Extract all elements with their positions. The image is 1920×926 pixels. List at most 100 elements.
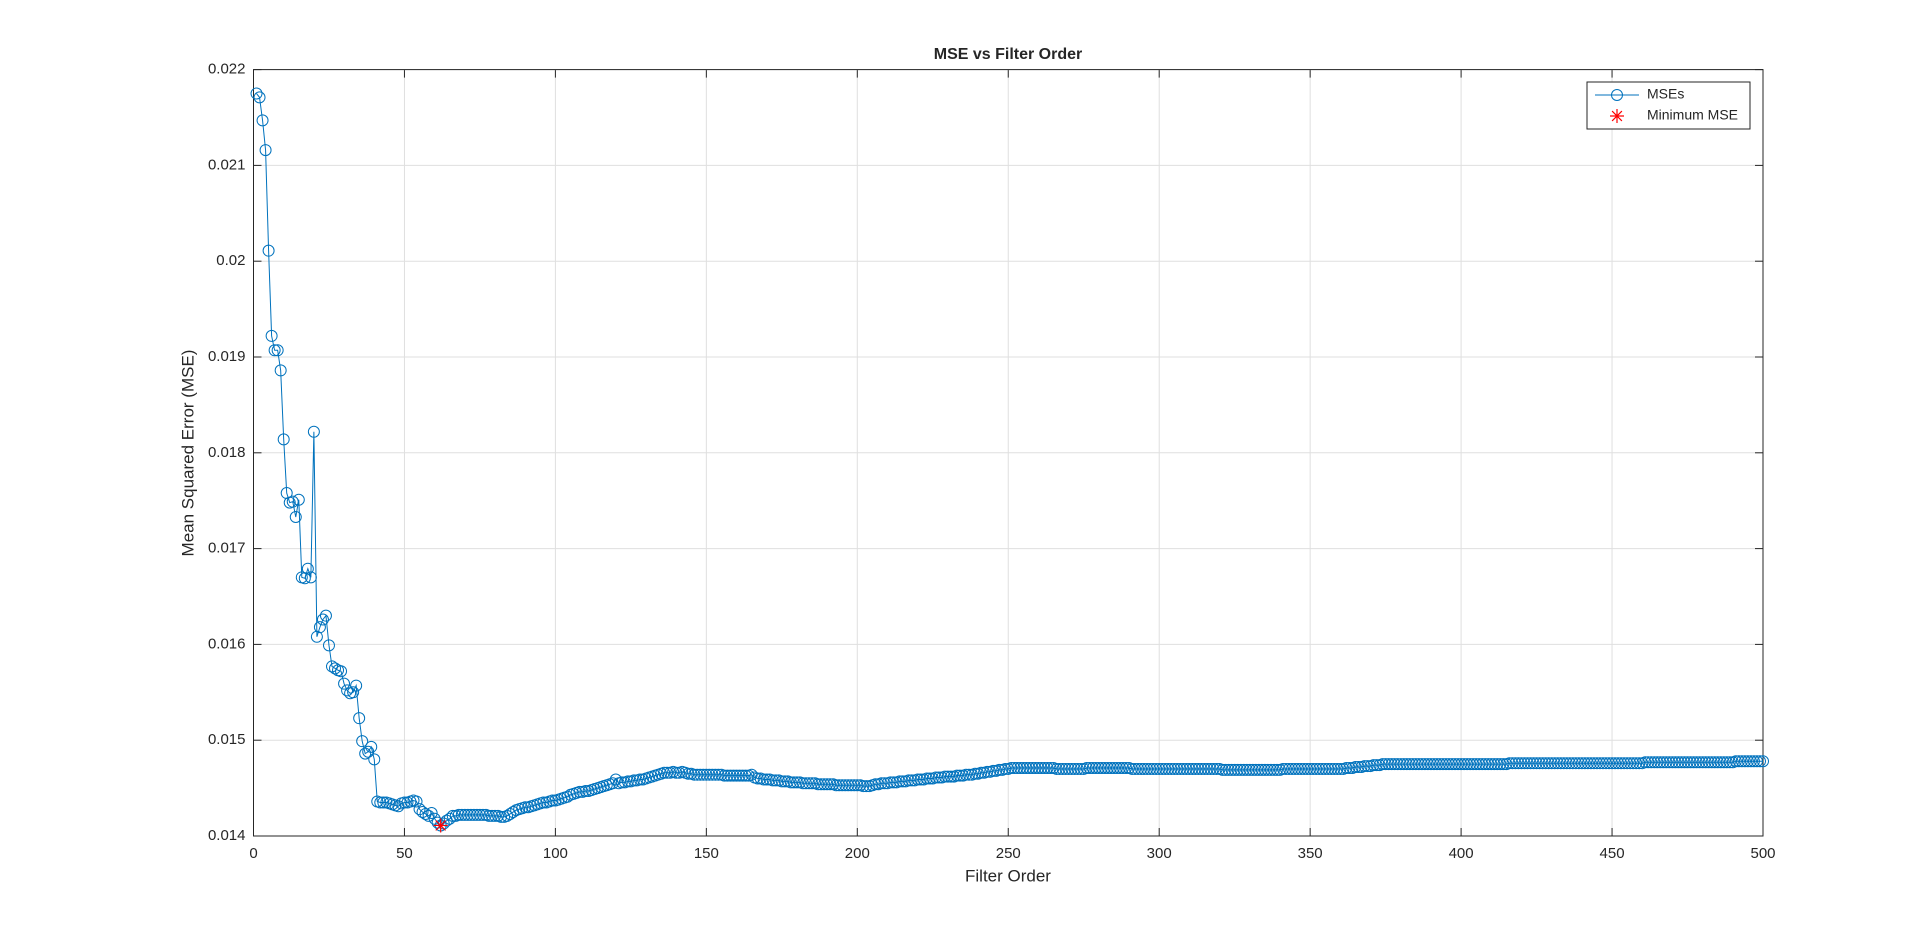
data-point [253, 91, 266, 104]
data-point [633, 773, 646, 786]
data-point [1243, 763, 1256, 776]
data-point [1104, 761, 1117, 774]
data-point [661, 766, 674, 779]
data-point [452, 808, 465, 821]
data-point [1515, 757, 1528, 770]
data-point [1606, 757, 1619, 770]
data-point [1340, 761, 1353, 774]
data-point [1479, 758, 1492, 771]
data-point [1222, 763, 1235, 776]
data-point [467, 808, 480, 821]
data-point [1289, 762, 1302, 775]
data-point [1536, 757, 1549, 770]
x-tick-label: 450 [1600, 845, 1625, 862]
data-point [1138, 762, 1151, 775]
data-point [1669, 756, 1682, 769]
data-point [1319, 762, 1332, 775]
data-point [706, 768, 719, 781]
data-point [256, 114, 269, 127]
data-point [1279, 762, 1292, 775]
data-point [1391, 758, 1404, 771]
data-point [1092, 761, 1105, 774]
data-point [1074, 762, 1087, 775]
data-point [259, 144, 272, 157]
data-point [1744, 755, 1757, 768]
data-point [1298, 762, 1311, 775]
data-point [1231, 763, 1244, 776]
data-point [350, 679, 363, 692]
data-point [1476, 758, 1489, 771]
data-point [670, 766, 683, 779]
data-point [1147, 762, 1160, 775]
data-point [1219, 763, 1232, 776]
data-point [1095, 761, 1108, 774]
data-point [1005, 761, 1018, 774]
data-point [796, 777, 809, 790]
data-point [1593, 757, 1606, 770]
data-point [1322, 762, 1335, 775]
data-point [1566, 757, 1579, 770]
data-point [1687, 756, 1700, 769]
data-point [869, 778, 882, 791]
data-point [262, 244, 275, 257]
data-point [851, 779, 864, 792]
data-point [1488, 758, 1501, 771]
data-point [694, 768, 707, 781]
data-point [1584, 757, 1597, 770]
y-tick-label: 0.018 [208, 444, 246, 461]
data-point [1204, 762, 1217, 775]
data-point [1735, 755, 1748, 768]
x-tick-label: 200 [845, 845, 870, 862]
data-point [914, 773, 927, 786]
x-tick-label: 350 [1298, 845, 1323, 862]
data-point [1596, 757, 1609, 770]
data-point [839, 779, 852, 792]
data-point [1551, 757, 1564, 770]
data-point [1159, 762, 1172, 775]
data-point [470, 808, 483, 821]
y-axis-label: Mean Squared Error (MSE) [178, 350, 197, 557]
data-point [1198, 762, 1211, 775]
data-point [1524, 757, 1537, 770]
data-point [1150, 762, 1163, 775]
data-point [1361, 760, 1374, 773]
data-point [1757, 755, 1769, 768]
legend-label: MSEs [1647, 86, 1684, 102]
data-point [289, 510, 302, 523]
data-point [1711, 756, 1724, 769]
data-point [501, 809, 514, 822]
data-point [1554, 757, 1567, 770]
data-point [1017, 761, 1030, 774]
data-point [727, 769, 740, 782]
x-tick-label: 100 [543, 845, 568, 862]
data-point [1533, 757, 1546, 770]
data-point [993, 763, 1006, 776]
data-point [1008, 761, 1021, 774]
data-point [806, 777, 819, 790]
data-point [1261, 763, 1274, 776]
data-point [1530, 757, 1543, 770]
data-point [1569, 757, 1582, 770]
data-point [1642, 756, 1655, 769]
data-point [893, 775, 906, 788]
data-point [920, 772, 933, 785]
data-point [703, 768, 716, 781]
data-point [709, 768, 722, 781]
data-point [1237, 763, 1250, 776]
data-point [1011, 761, 1024, 774]
data-point [1249, 763, 1262, 776]
data-point [1415, 758, 1428, 771]
data-point [1153, 762, 1166, 775]
data-point [338, 677, 351, 690]
data-point [1527, 757, 1540, 770]
data-point [1301, 762, 1314, 775]
series [433, 818, 448, 833]
data-point [1675, 756, 1688, 769]
data-point [1041, 761, 1054, 774]
legend-label: Minimum MSE [1647, 107, 1738, 123]
data-point [802, 777, 815, 790]
data-point [250, 87, 263, 100]
data-point [1418, 758, 1431, 771]
data-point [1581, 757, 1594, 770]
data-point [1720, 756, 1733, 769]
